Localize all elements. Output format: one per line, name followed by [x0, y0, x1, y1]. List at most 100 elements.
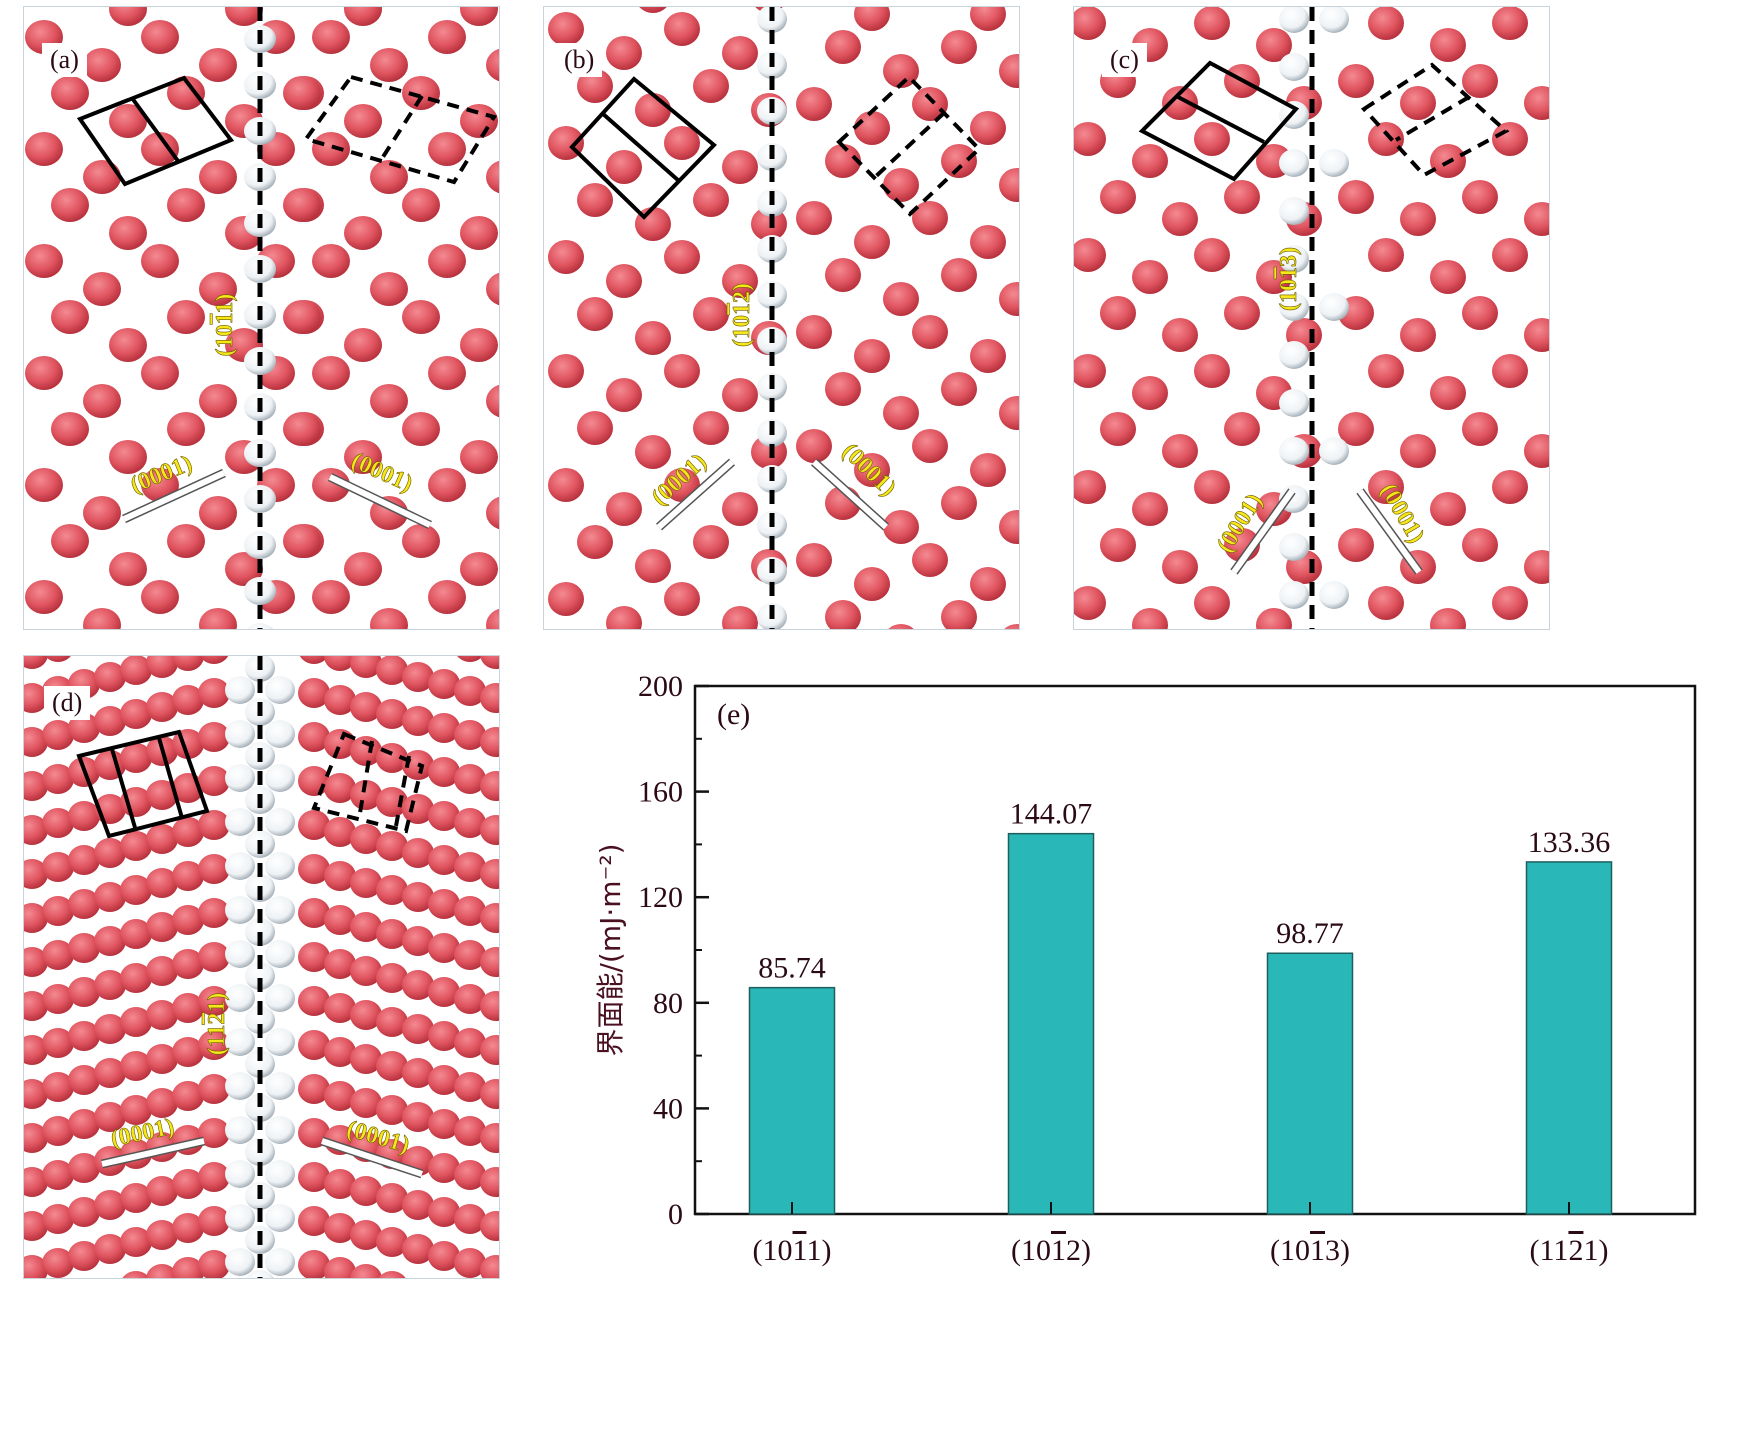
atom	[1074, 586, 1106, 620]
svg-text:(1011): (1011)	[212, 294, 238, 357]
atom	[1074, 122, 1106, 156]
atom	[454, 1160, 486, 1190]
atom	[722, 150, 758, 184]
atom	[198, 898, 230, 928]
atom	[1492, 354, 1528, 388]
svg-text:(1121): (1121)	[204, 993, 230, 1056]
atom	[428, 889, 460, 919]
atom	[999, 396, 1019, 430]
atom	[312, 468, 350, 502]
atom	[460, 104, 498, 138]
atom	[428, 1021, 460, 1051]
atom	[172, 1169, 204, 1199]
panel-label-c: (c)	[1102, 43, 1147, 77]
atom	[68, 713, 100, 743]
atom	[1462, 296, 1498, 330]
atom	[42, 808, 74, 838]
atom	[172, 905, 204, 935]
boundary-atom	[265, 720, 295, 748]
atom	[486, 48, 499, 82]
atom	[480, 991, 499, 1021]
atom	[198, 766, 230, 796]
atom	[486, 272, 499, 306]
atom	[460, 440, 498, 474]
atom	[370, 384, 408, 418]
atom	[1132, 260, 1168, 294]
atom	[68, 933, 100, 963]
atom	[51, 188, 89, 222]
atom	[68, 801, 100, 831]
atom	[51, 524, 89, 558]
atom	[1430, 376, 1466, 410]
atom	[428, 757, 460, 787]
atom	[1224, 180, 1260, 214]
atom	[693, 69, 729, 103]
atom	[1132, 492, 1168, 526]
atom	[883, 396, 919, 430]
atom	[1524, 202, 1549, 236]
atom	[109, 552, 147, 586]
atom	[94, 926, 126, 956]
y-tick-label: 160	[638, 776, 683, 809]
atom	[94, 1102, 126, 1132]
atom	[283, 188, 321, 222]
atom	[51, 412, 89, 446]
atom	[172, 1213, 204, 1243]
unit-cell-divider	[1394, 95, 1471, 142]
boundary-atom	[265, 1160, 295, 1188]
atom	[883, 282, 919, 316]
atom	[199, 272, 237, 306]
atom	[25, 468, 63, 502]
unit-cell-divider	[110, 748, 138, 832]
atom	[370, 48, 408, 82]
boundary-atom	[225, 808, 255, 836]
atom	[1492, 586, 1528, 620]
atom	[94, 838, 126, 868]
atom	[344, 440, 382, 474]
atom	[83, 160, 121, 194]
atom	[1194, 470, 1230, 504]
x-tick-label: (1012)	[1011, 1234, 1091, 1267]
boundary-atom	[245, 1094, 275, 1122]
unit-cell-left	[76, 75, 235, 187]
atom	[198, 1030, 230, 1060]
atom	[402, 1234, 434, 1264]
atom	[888, 624, 914, 629]
boundary-atom	[265, 808, 295, 836]
atom	[457, 656, 483, 662]
boundary-atom	[1319, 293, 1349, 321]
atom	[146, 1000, 178, 1030]
atom	[68, 1153, 100, 1183]
atom	[376, 831, 408, 861]
boundary-atom	[1279, 245, 1309, 273]
atom	[693, 411, 729, 445]
atom	[825, 600, 861, 629]
atom	[486, 608, 499, 629]
atom	[83, 496, 121, 530]
atom	[298, 722, 330, 752]
atom	[83, 272, 121, 306]
boundary-atom	[225, 1204, 255, 1232]
atom	[1492, 122, 1528, 156]
atom	[577, 411, 613, 445]
boundary-atom	[245, 1050, 275, 1078]
atom	[283, 412, 321, 446]
atom	[283, 300, 321, 334]
atom	[454, 676, 486, 706]
atom	[428, 1065, 460, 1095]
atom	[109, 7, 147, 26]
atom	[1492, 238, 1528, 272]
atom	[970, 339, 1006, 373]
atom	[664, 126, 700, 160]
atom	[1462, 180, 1498, 214]
boundary-atom	[265, 1116, 295, 1144]
atom	[198, 854, 230, 884]
atom	[454, 808, 486, 838]
atom	[344, 216, 382, 250]
atom	[376, 1183, 408, 1213]
boundary-atom	[225, 1028, 255, 1056]
atom	[24, 1123, 48, 1153]
atom	[350, 692, 382, 722]
atom	[428, 801, 460, 831]
atom	[1462, 412, 1498, 446]
